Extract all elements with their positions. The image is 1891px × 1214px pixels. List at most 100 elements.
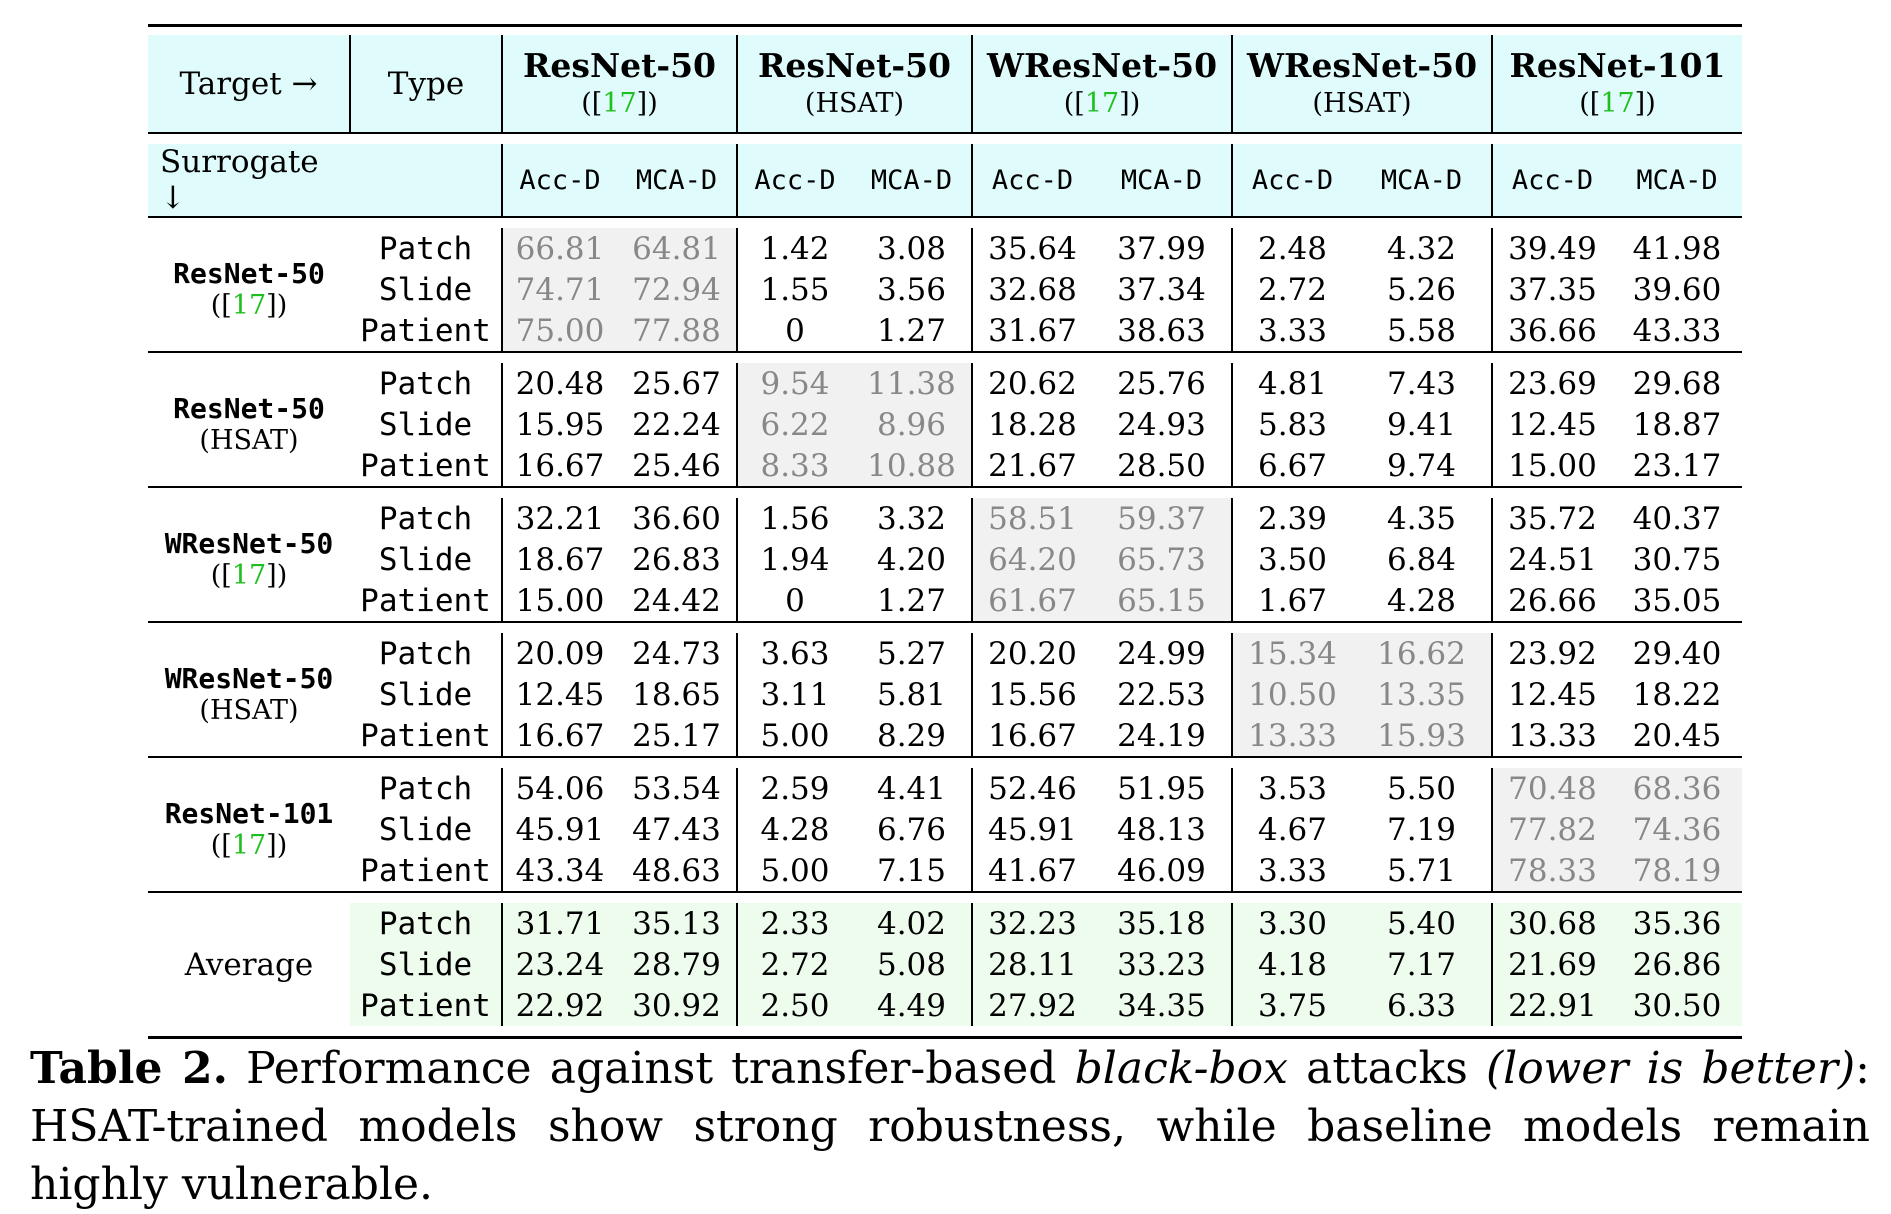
value-cell: 1.94 xyxy=(760,541,830,578)
caption-text: Performance against transfer-based xyxy=(227,1043,1075,1094)
value-cell: 21.69 xyxy=(1492,944,1612,985)
citation-link: 17 xyxy=(231,829,267,861)
citation-open: ([ xyxy=(210,289,232,321)
surrogate-cell: ResNet-50 (HSAT) xyxy=(148,363,350,487)
value-cell: 52.46 xyxy=(988,770,1077,807)
value-cell: 35.64 xyxy=(988,230,1077,267)
value-cell: 2.48 xyxy=(1257,230,1328,267)
value-cell: 72.94 xyxy=(617,269,738,310)
value-cell: 28.11 xyxy=(972,944,1092,985)
table-row: ResNet-50 ([17]) Patch 66.81 64.81 1.42 3.08 35… xyxy=(148,228,1742,321)
table-row: Slide 18.67 26.83 1.94 4.20 64.20 65.73 3.50 6.8… xyxy=(148,539,1742,580)
table-row: Slide 15.95 22.24 6.22 8.96 18.28 24.93 5.83 9.4… xyxy=(148,404,1742,445)
value-cell: 5.50 xyxy=(1352,768,1493,809)
surrogate-model-sub: ([17]) xyxy=(148,560,350,592)
type-cell: Slide xyxy=(350,674,503,715)
metric-acc-d: Acc-D xyxy=(737,144,852,217)
value-cell: 24.93 xyxy=(1092,404,1233,445)
value-cell: 40.37 xyxy=(1632,500,1722,537)
value-cell: 3.75 xyxy=(1232,985,1352,1026)
value-cell: 5.58 xyxy=(1352,310,1493,352)
value-cell: 26.66 xyxy=(1508,582,1597,619)
value-cell: 4.49 xyxy=(852,985,973,1026)
citation-open: ([ xyxy=(210,829,232,861)
value-cell: 22.24 xyxy=(617,404,738,445)
type-cell: Slide xyxy=(350,269,503,310)
variant-label: (HSAT) xyxy=(199,694,299,726)
value-cell: 38.63 xyxy=(1092,310,1233,352)
value-cell: 1.55 xyxy=(760,271,830,308)
value-cell: 29.68 xyxy=(1632,365,1722,402)
value-cell: 64.20 xyxy=(972,539,1092,580)
value-cell: 77.88 xyxy=(617,310,738,352)
value-cell: 4.41 xyxy=(852,768,973,809)
value-cell: 7.17 xyxy=(1352,944,1493,985)
value-cell: 3.11 xyxy=(760,676,830,713)
value-cell: 13.35 xyxy=(1352,674,1493,715)
target-model-sub: ([17]) xyxy=(1493,86,1742,122)
value-cell: 3.30 xyxy=(1232,903,1352,944)
value-cell: 9.74 xyxy=(1352,445,1493,487)
value-cell: 3.53 xyxy=(1257,770,1328,807)
value-cell: 59.37 xyxy=(1092,498,1233,539)
target-model-sub: (HSAT) xyxy=(738,86,971,122)
value-cell: 61.67 xyxy=(972,580,1092,622)
citation-open: ([ xyxy=(1063,87,1085,119)
value-cell: 4.81 xyxy=(1257,365,1328,402)
surrogate-model-name: WResNet-50 xyxy=(164,526,334,560)
value-cell: 5.26 xyxy=(1352,269,1493,310)
value-cell: 30.92 xyxy=(617,985,738,1026)
value-cell: 24.99 xyxy=(1092,633,1233,674)
caption-italic: (lower is better) xyxy=(1485,1043,1856,1094)
type-cell: Patch xyxy=(350,228,503,269)
value-cell: 39.60 xyxy=(1632,271,1722,308)
value-cell: 7.15 xyxy=(852,850,973,892)
target-model-sub: ([17]) xyxy=(503,86,736,122)
value-cell: 41.67 xyxy=(988,852,1077,889)
type-cell: Patient xyxy=(350,985,503,1026)
value-cell: 70.48 xyxy=(1492,768,1612,809)
type-label: Type xyxy=(350,35,503,133)
type-cell: Slide xyxy=(350,809,503,850)
value-cell: 74.36 xyxy=(1612,809,1742,850)
value-cell: 43.33 xyxy=(1632,312,1722,349)
table-row: Patient 16.67 25.17 5.00 8.29 16.67 24.19 13.33… xyxy=(148,715,1742,757)
value-cell: 1.67 xyxy=(1257,582,1328,619)
value-cell: 48.63 xyxy=(617,850,738,892)
metric-acc-d: Acc-D xyxy=(1492,144,1612,217)
caption-text: attacks xyxy=(1287,1043,1486,1094)
value-cell: 3.63 xyxy=(760,635,830,672)
value-cell: 12.45 xyxy=(515,676,605,713)
value-cell: 15.00 xyxy=(1508,447,1597,484)
value-cell: 27.92 xyxy=(972,985,1092,1026)
type-cell: Patient xyxy=(350,445,503,487)
value-cell: 1.27 xyxy=(852,580,973,622)
value-cell: 53.54 xyxy=(617,768,738,809)
average-label: Average xyxy=(184,946,314,983)
type-cell: Patch xyxy=(350,768,503,809)
value-cell: 5.00 xyxy=(760,717,830,754)
value-cell: 35.18 xyxy=(1092,903,1233,944)
citation-close: ]) xyxy=(266,559,288,591)
target-model-name: ResNet-101 xyxy=(1509,45,1726,85)
value-cell: 26.86 xyxy=(1612,944,1742,985)
value-cell: 4.67 xyxy=(1257,811,1328,848)
value-cell: 20.48 xyxy=(515,365,605,402)
type-cell: Slide xyxy=(350,539,503,580)
value-cell: 4.28 xyxy=(1352,580,1493,622)
type-cell: Slide xyxy=(350,404,503,445)
average-row: Average Patch 31.71 35.13 2.33 4.02 32.23 35.18… xyxy=(148,903,1742,983)
value-cell: 37.35 xyxy=(1508,271,1597,308)
target-model-name: WResNet-50 xyxy=(1246,45,1478,85)
surrogate-cell: WResNet-50 ([17]) xyxy=(148,498,350,622)
value-cell: 4.18 xyxy=(1232,944,1352,985)
value-cell: 51.95 xyxy=(1092,768,1233,809)
value-cell: 68.36 xyxy=(1612,768,1742,809)
value-cell: 3.32 xyxy=(852,498,973,539)
value-cell: 10.50 xyxy=(1232,674,1352,715)
value-cell: 29.40 xyxy=(1632,635,1722,672)
type-cell: Patient xyxy=(350,715,503,757)
value-cell: 24.51 xyxy=(1508,541,1597,578)
surrogate-model-sub: (HSAT) xyxy=(148,425,350,457)
citation-open: ([ xyxy=(210,559,232,591)
